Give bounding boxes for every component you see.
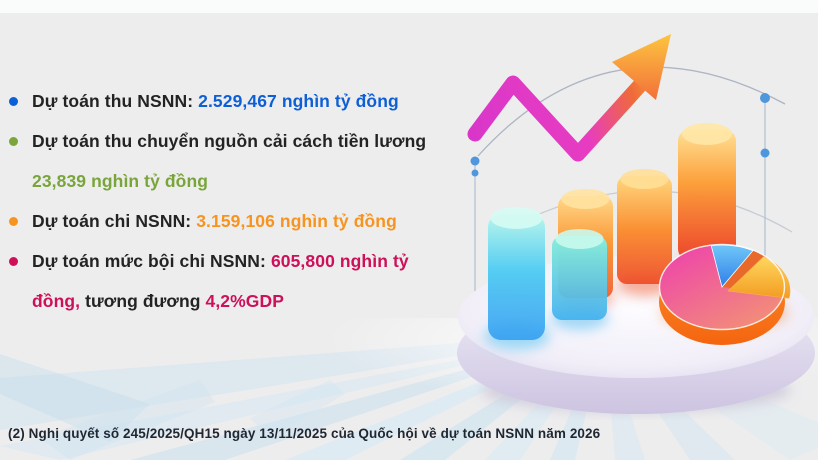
bullet-dot — [9, 97, 18, 106]
bullet-item: Dự toán thu NSNN: 2.529,467 nghìn tỷ đồn… — [9, 81, 439, 121]
bullet-item: Dự toán chi NSNN: 3.159,106 nghìn tỷ đồn… — [9, 201, 439, 241]
bullet-line: Dự toán mức bội chi NSNN: 605,800 nghìn … — [32, 241, 439, 281]
bar-orange-2 — [617, 169, 672, 284]
bullet-dot — [9, 257, 18, 266]
bar-teal — [552, 229, 607, 320]
budget-value: 605,800 nghìn tỷ — [270, 251, 409, 271]
bullet-line: Dự toán thu NSNN: 2.529,467 nghìn tỷ đồn… — [32, 81, 439, 121]
bullet-item: Dự toán thu chuyển nguồn cải cách tiền l… — [9, 121, 439, 201]
bullet-text: tương đương — [80, 291, 206, 311]
bullet-line: Dự toán thu chuyển nguồn cải cách tiền l… — [32, 121, 439, 161]
bullet-item: Dự toán mức bội chi NSNN: 605,800 nghìn … — [9, 241, 439, 321]
bullet-line: Dự toán chi NSNN: 3.159,106 nghìn tỷ đồn… — [32, 201, 439, 241]
bullet-line: 23,839 nghìn tỷ đồng — [32, 161, 439, 201]
budget-value: 2.529,467 nghìn tỷ đồng — [198, 91, 399, 111]
bullet-text: Dự toán mức bội chi NSNN: — [32, 251, 271, 271]
trend-arrow-icon — [467, 34, 671, 162]
bullet-text: Dự toán thu chuyển nguồn cải cách tiền l… — [32, 131, 427, 151]
bullet-text: Dự toán chi NSNN: — [32, 211, 197, 231]
budget-value: 3.159,106 nghìn tỷ đồng — [196, 211, 397, 231]
bullet-line: đồng, tương đương 4,2%GDP — [32, 281, 439, 321]
pie-chart-3d-icon — [658, 243, 791, 345]
budget-value: đồng, — [32, 291, 81, 311]
bullet-dot — [9, 217, 18, 226]
budget-summary: Dự toán thu NSNN: 2.529,467 nghìn tỷ đồn… — [9, 81, 439, 321]
top-strip — [0, 0, 818, 13]
charts-illustration — [457, 34, 815, 414]
bar-orange-3 — [678, 123, 736, 260]
bullet-text: Dự toán thu NSNN: — [32, 91, 199, 111]
budget-bullet-list: Dự toán thu NSNN: 2.529,467 nghìn tỷ đồn… — [9, 81, 439, 321]
bar-cyan — [488, 207, 545, 340]
bullet-dot — [9, 137, 18, 146]
bar-chart-3d-icon — [488, 123, 736, 340]
footnote: (2) Nghị quyết số 245/2025/QH15 ngày 13/… — [8, 426, 601, 441]
budget-value: 4,2%GDP — [205, 291, 285, 311]
budget-value: 23,839 nghìn tỷ đồng — [32, 171, 209, 191]
